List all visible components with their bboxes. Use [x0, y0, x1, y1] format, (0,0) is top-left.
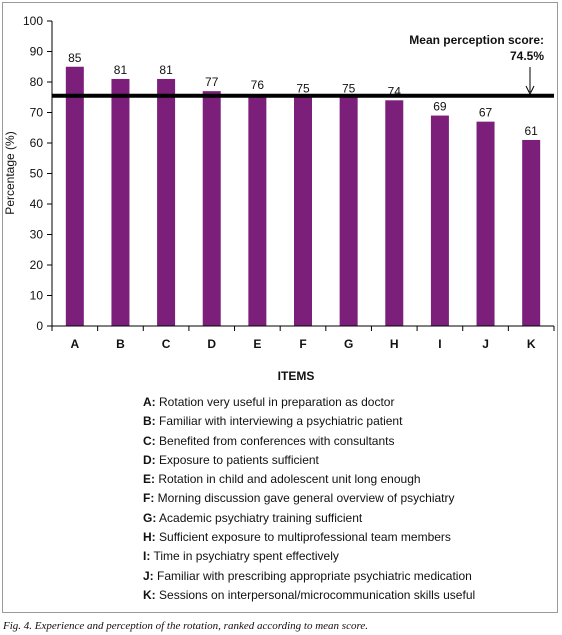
x-axis: A B C D E F G H I J K [51, 325, 555, 351]
x-tick-label: A [70, 337, 79, 351]
y-tick-label: 40 [30, 197, 44, 211]
bar-value-label: 67 [479, 106, 493, 120]
x-tick-label: C [162, 337, 171, 351]
x-tick-label: H [390, 337, 399, 351]
x-axis-label: ITEMS [278, 369, 315, 383]
legend-item-text: Sufficient exposure to multiprofessional… [159, 530, 451, 545]
legend-item-text: Exposure to patients sufficient [159, 452, 319, 467]
y-axis: 0 10 20 30 40 50 60 70 80 90 100 [23, 14, 53, 333]
x-tick-label: D [207, 337, 216, 351]
bar [294, 97, 312, 326]
y-tick-label: 80 [30, 75, 44, 89]
legend-item-key: B: [143, 414, 156, 429]
bar [430, 115, 449, 326]
y-tick-label: 0 [36, 319, 43, 333]
legend-item: D: Exposure to patients sufficient [143, 451, 553, 470]
figure-caption: Fig. 4. Experience and perception of the… [3, 620, 368, 632]
arrow-down-icon [525, 67, 535, 96]
legend-item-key: I: [143, 549, 151, 564]
legend-item: E: Rotation in child and adolescent unit… [143, 470, 553, 489]
legend-item-text: Familiar with prescribing appropriate ps… [157, 568, 472, 583]
legend-item: K: Sessions on interpersonal/microcommun… [143, 586, 553, 605]
legend-item: I: Time in psychiatry spent effectively [143, 547, 553, 566]
y-tick-label: 50 [30, 167, 44, 181]
legend-item-key: H: [143, 530, 156, 545]
legend-item-key: E: [143, 472, 155, 487]
bar [111, 78, 130, 326]
mean-annotation-title: Mean perception score: [409, 33, 544, 47]
x-tick-label: E [253, 337, 261, 351]
legend-item-text: Benefited from conferences with consulta… [159, 433, 395, 448]
legend-item: B: Familiar with interviewing a psychiat… [143, 412, 553, 431]
legend-item: J: Familiar with prescribing appropriate… [143, 567, 553, 586]
legend-item-text: Familiar with interviewing a psychiatric… [159, 414, 403, 429]
x-tick-label: G [344, 337, 353, 351]
legend-item-key: J: [143, 568, 154, 583]
y-axis-label: Percentage (%) [3, 131, 17, 214]
legend-item-text: Rotation very useful in preparation as d… [159, 395, 395, 409]
bar [522, 139, 541, 326]
legend-item-key: A: [143, 395, 156, 409]
legend-item-key: C: [143, 433, 156, 448]
legend-item-key: F: [143, 491, 155, 506]
x-tick-label: F [299, 337, 306, 351]
bar [339, 97, 358, 326]
legend-item: C: Benefited from conferences with consu… [143, 432, 553, 451]
y-tick-label: 20 [30, 258, 44, 272]
bar [385, 100, 404, 326]
bar [476, 121, 495, 327]
legend-item-key: G: [143, 510, 157, 525]
mean-annotation-value: 74.5% [510, 49, 544, 63]
legend-item: F: Morning discussion gave general overv… [143, 489, 553, 508]
bar-value-label: 85 [68, 51, 82, 65]
bar [202, 91, 221, 327]
bar [157, 78, 176, 326]
bar-value-label: 69 [433, 100, 447, 114]
legend-item: H: Sufficient exposure to multiprofessio… [143, 528, 553, 547]
x-tick-label: I [438, 337, 441, 351]
figure-frame [2, 2, 558, 613]
y-tick-label: 70 [30, 106, 44, 120]
y-tick-label: 60 [30, 136, 44, 150]
y-tick-label: 10 [30, 289, 44, 303]
legend-item-text: Academic psychiatry training sufficient [159, 510, 363, 525]
items-legend: A: Rotation very useful in preparation a… [143, 393, 553, 605]
bar-value-label: 81 [114, 63, 128, 77]
bar-value-label: 76 [251, 78, 265, 92]
bar-value-label: 81 [159, 63, 173, 77]
x-tick-label: B [116, 337, 125, 351]
bar-value-label: 77 [205, 75, 219, 89]
bar-value-label: 75 [296, 81, 310, 95]
bar-value-label: 61 [525, 124, 539, 138]
bar [248, 94, 267, 326]
bar [65, 66, 84, 326]
legend-item-text: Morning discussion gave general overview… [157, 491, 455, 506]
legend-item-text: Rotation in child and adolescent unit lo… [158, 472, 421, 487]
y-tick-label: 30 [30, 228, 44, 242]
y-tick-label: 90 [30, 45, 44, 59]
legend-item-key: K: [143, 587, 156, 602]
legend-item: G: Academic psychiatry training sufficie… [143, 509, 553, 528]
bar-value-label: 75 [342, 81, 356, 95]
x-tick-label: K [527, 337, 536, 351]
y-tick-label: 100 [23, 14, 43, 28]
legend-item-key: D: [143, 452, 156, 467]
legend-item-text: Time in psychiatry spent effectively [153, 549, 339, 564]
legend-item-text: Sessions on interpersonal/microcommunica… [159, 587, 476, 602]
legend-item: A: Rotation very useful in preparation a… [143, 393, 553, 412]
x-tick-label: J [482, 337, 489, 351]
